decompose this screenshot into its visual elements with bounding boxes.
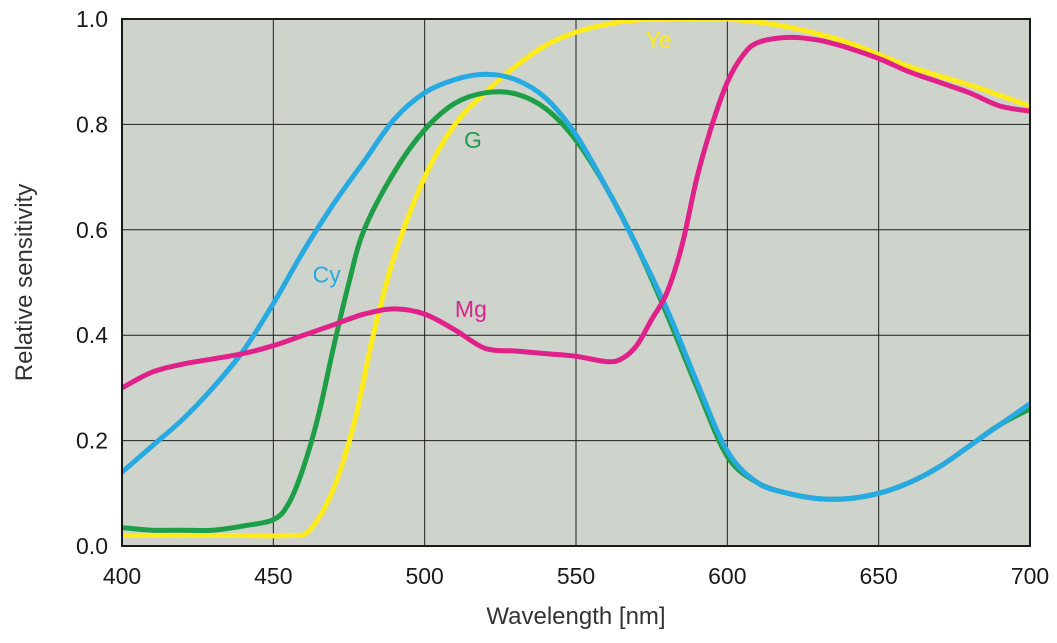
- x-tick-label: 500: [405, 563, 443, 589]
- x-axis-title: Wavelength [nm]: [486, 603, 665, 630]
- x-tick-label: 600: [708, 563, 746, 589]
- series-line-ye: [122, 19, 1030, 539]
- plot-frame: [121, 18, 1031, 547]
- tick-labels: 400 450 500 550 600 650 700 0.0 0.2 0.4 0.6 0.8 1.0: [76, 6, 1049, 589]
- y-tick-label: 1.0: [76, 6, 108, 32]
- series-label-cy: Cy: [313, 262, 342, 288]
- series-label-mg: Mg: [455, 296, 487, 322]
- x-tick-label: 450: [254, 563, 292, 589]
- y-axis-title: Relative sensitivity: [11, 184, 38, 381]
- y-tick-label: 0.4: [76, 322, 108, 348]
- x-tick-label: 700: [1011, 563, 1049, 589]
- x-tick-label: 400: [103, 563, 141, 589]
- x-tick-label: 550: [557, 563, 595, 589]
- y-tick-label: 0.2: [76, 428, 108, 454]
- series-labels: Ye G Cy Mg: [313, 27, 672, 322]
- series-label-ye: Ye: [646, 27, 672, 53]
- series-lines: [122, 19, 1030, 539]
- series-label-g: G: [464, 127, 482, 153]
- series-line-cy: [122, 71, 1030, 502]
- x-tick-label: 650: [859, 563, 897, 589]
- y-tick-label: 0.0: [76, 533, 108, 559]
- y-tick-label: 0.8: [76, 111, 108, 137]
- y-tick-label: 0.6: [76, 217, 108, 243]
- series-line-mg: [122, 34, 1030, 391]
